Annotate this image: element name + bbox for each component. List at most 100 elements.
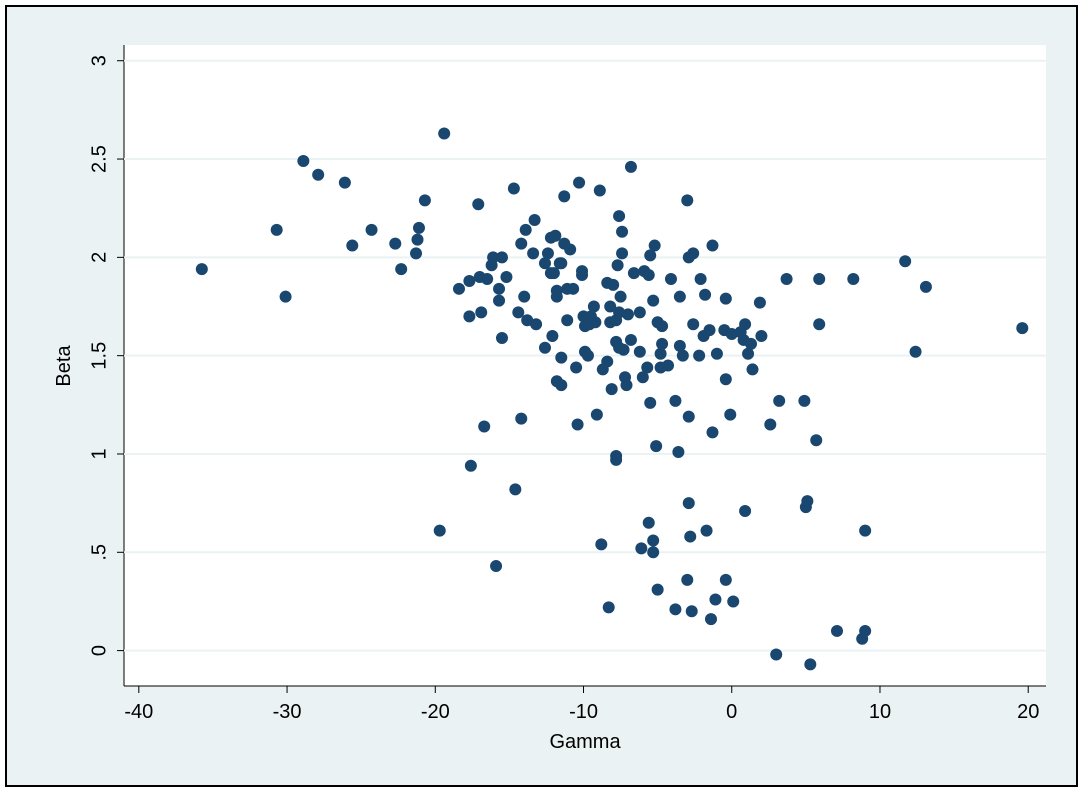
point [620, 379, 633, 392]
point [611, 259, 624, 272]
x-tick-label: -30 [273, 701, 302, 723]
point [682, 410, 695, 423]
point [673, 290, 686, 303]
point [672, 446, 685, 459]
point [621, 308, 634, 321]
point [687, 318, 700, 331]
point [706, 239, 719, 252]
point [859, 524, 872, 537]
point [478, 420, 491, 433]
point [687, 247, 700, 260]
point [727, 595, 740, 608]
point [338, 176, 351, 189]
point [700, 524, 713, 537]
point [530, 318, 543, 331]
point [561, 314, 574, 327]
point [549, 229, 562, 242]
point [703, 324, 716, 337]
point [453, 282, 466, 295]
point [1016, 322, 1029, 335]
point [710, 347, 723, 360]
point [365, 223, 378, 236]
y-tick-label: 2 [88, 252, 110, 263]
point [909, 345, 922, 358]
point [527, 247, 540, 260]
point [801, 495, 814, 508]
point [601, 355, 614, 368]
point [704, 613, 717, 626]
point [780, 272, 793, 285]
point [647, 546, 660, 559]
point [669, 394, 682, 407]
point [644, 249, 657, 262]
point [297, 155, 310, 168]
point [604, 300, 617, 313]
point [830, 624, 843, 637]
point [617, 343, 630, 356]
point [564, 243, 577, 256]
point [651, 583, 664, 596]
point [571, 418, 584, 431]
point [681, 573, 694, 586]
point [682, 497, 695, 510]
point [493, 294, 506, 307]
point [813, 272, 826, 285]
point [804, 658, 817, 671]
point [512, 306, 525, 319]
point [813, 318, 826, 331]
point [410, 247, 423, 260]
point [509, 483, 522, 496]
point [481, 272, 494, 285]
point [538, 257, 551, 270]
point [541, 247, 554, 260]
point [647, 534, 660, 547]
x-tick-label: -20 [421, 701, 450, 723]
point [576, 265, 589, 278]
point [684, 530, 697, 543]
point [550, 290, 563, 303]
point [709, 593, 722, 606]
point [500, 271, 513, 284]
point [773, 394, 786, 407]
point [495, 251, 508, 264]
point [673, 339, 686, 352]
point [555, 257, 568, 270]
point [739, 505, 752, 518]
point [919, 280, 932, 293]
point [493, 282, 506, 295]
point [676, 349, 689, 362]
point [607, 278, 620, 291]
point [389, 237, 402, 250]
point [475, 306, 488, 319]
point [636, 371, 649, 384]
point [616, 247, 629, 260]
point [487, 251, 500, 264]
point [624, 333, 637, 346]
point [745, 337, 758, 350]
point [279, 290, 292, 303]
y-tick-label: .5 [88, 544, 110, 561]
point [463, 310, 476, 323]
x-axis-title: Gamma [549, 731, 621, 753]
point [694, 272, 707, 285]
point [656, 320, 669, 333]
point [515, 237, 528, 250]
point [519, 223, 532, 236]
point [581, 349, 594, 362]
point [528, 213, 541, 226]
point [650, 440, 663, 453]
x-tick-label: -10 [569, 701, 598, 723]
point [270, 223, 283, 236]
point [195, 263, 208, 276]
x-tick-label: 10 [869, 701, 891, 723]
point [753, 296, 766, 309]
plot-area [124, 45, 1046, 686]
point [515, 412, 528, 425]
point [633, 345, 646, 358]
point [346, 239, 359, 252]
point [847, 272, 860, 285]
point [570, 361, 583, 374]
point [681, 194, 694, 207]
y-tick-label: 1.5 [88, 342, 110, 370]
